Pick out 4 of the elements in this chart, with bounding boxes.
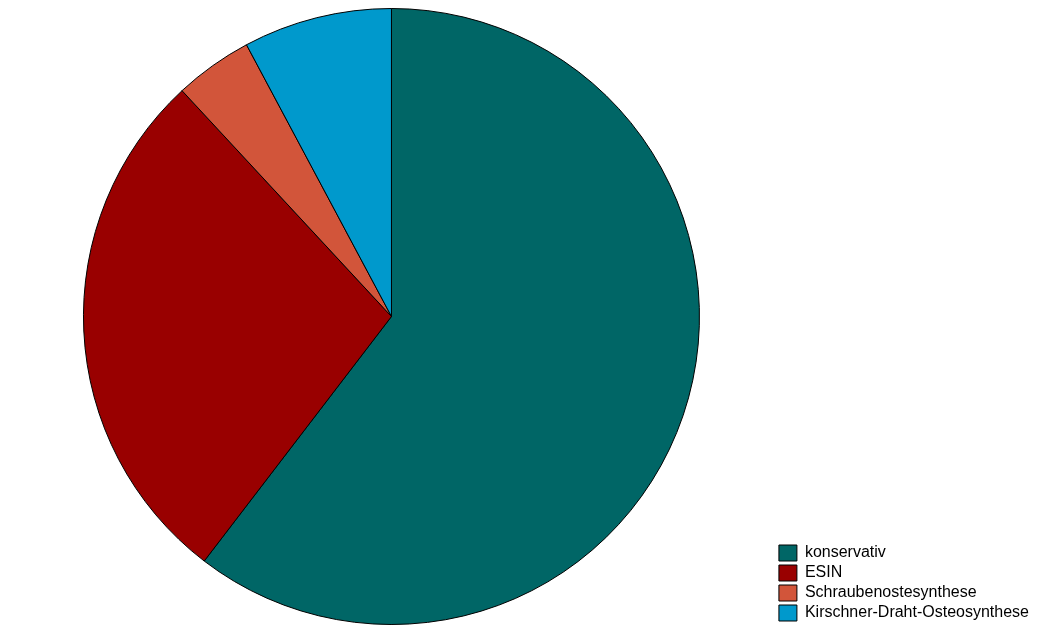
legend-label: konservativ: [804, 543, 886, 561]
legend-label: Schraubenostesynthese: [804, 583, 977, 601]
legend-label: Kirschner-Draht-Osteosynthese: [804, 603, 1030, 621]
legend-label: ESIN: [804, 563, 843, 581]
